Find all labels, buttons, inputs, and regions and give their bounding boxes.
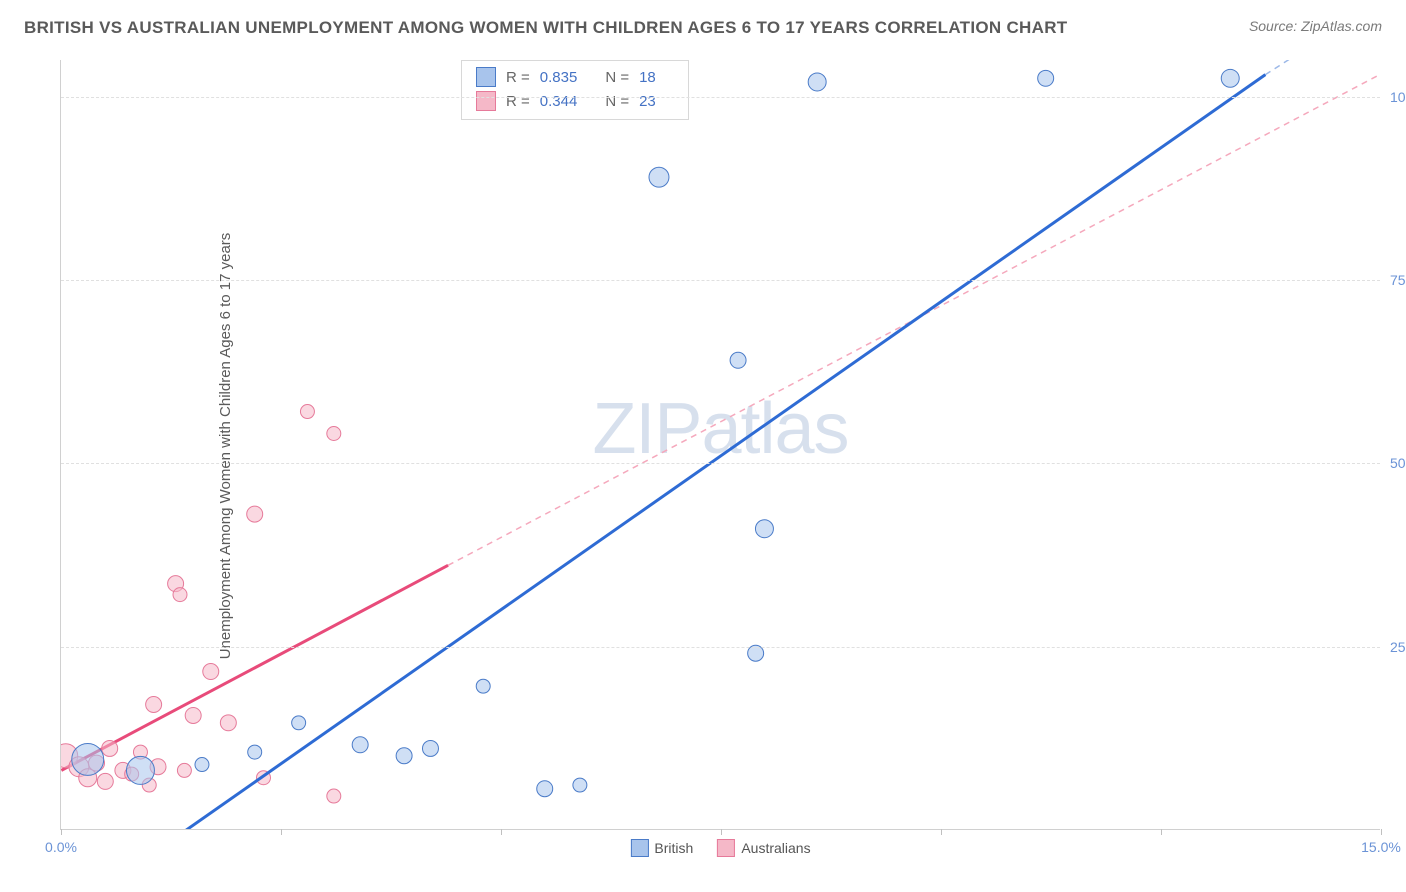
data-point: [69, 757, 89, 777]
data-point: [808, 73, 826, 91]
data-point: [185, 707, 201, 723]
data-point: [177, 763, 191, 777]
stat-legend: R = 0.835 N = 18 R = 0.344 N = 23: [461, 60, 689, 120]
stat-legend-row: R = 0.835 N = 18: [476, 65, 674, 89]
data-point: [300, 405, 314, 419]
data-point: [649, 167, 669, 187]
stat-n-value: 18: [639, 69, 656, 86]
chart-svg: [61, 60, 1380, 829]
legend-swatch: [476, 91, 496, 111]
x-tick: [61, 829, 62, 835]
data-point: [126, 756, 154, 784]
trend-line-dash: [448, 75, 1380, 566]
data-point: [61, 744, 78, 768]
data-point: [292, 716, 306, 730]
data-point: [327, 427, 341, 441]
stat-legend-row: R = 0.344 N = 23: [476, 89, 674, 113]
data-point: [142, 778, 156, 792]
legend-swatch: [717, 839, 735, 857]
plot-area: ZIPatlas R = 0.835 N = 18 R = 0.344 N = …: [60, 60, 1380, 830]
x-tick-label: 15.0%: [1361, 839, 1401, 855]
data-point: [72, 743, 104, 775]
data-point: [247, 506, 263, 522]
stat-r-value: 0.835: [540, 69, 578, 86]
stat-r-label: R =: [506, 69, 530, 86]
series-legend-label: Australians: [741, 840, 810, 856]
stat-r-value: 0.344: [540, 93, 578, 110]
gridline-h: [61, 647, 1380, 648]
y-tick-label: 25.0%: [1390, 639, 1406, 655]
data-point: [257, 771, 271, 785]
x-tick: [1381, 829, 1382, 835]
series-legend-item: British: [630, 839, 693, 857]
x-tick: [721, 829, 722, 835]
series-legend-label: British: [654, 840, 693, 856]
gridline-h: [61, 463, 1380, 464]
data-point: [730, 352, 746, 368]
data-point: [1038, 70, 1054, 86]
gridline-h: [61, 97, 1380, 98]
data-point: [396, 748, 412, 764]
data-point: [537, 781, 553, 797]
data-point: [146, 697, 162, 713]
x-tick: [281, 829, 282, 835]
data-point: [150, 759, 166, 775]
data-point: [352, 737, 368, 753]
stat-n-value: 23: [639, 93, 656, 110]
data-point: [755, 520, 773, 538]
x-tick-label: 0.0%: [45, 839, 77, 855]
data-point: [195, 758, 209, 772]
data-point: [573, 778, 587, 792]
data-point: [133, 745, 147, 759]
data-point: [173, 588, 187, 602]
data-point: [168, 576, 184, 592]
legend-swatch: [630, 839, 648, 857]
legend-swatch: [476, 67, 496, 87]
chart-title: BRITISH VS AUSTRALIAN UNEMPLOYMENT AMONG…: [24, 18, 1067, 38]
data-point: [125, 767, 139, 781]
stat-r-label: R =: [506, 93, 530, 110]
trend-line: [61, 565, 448, 770]
trend-line: [167, 75, 1266, 829]
x-tick: [1161, 829, 1162, 835]
series-legend-item: Australians: [717, 839, 810, 857]
trend-line-dash: [1265, 60, 1379, 75]
y-tick-label: 75.0%: [1390, 272, 1406, 288]
stat-n-label: N =: [605, 69, 629, 86]
data-point: [79, 769, 97, 787]
data-point: [97, 773, 113, 789]
data-point: [476, 679, 490, 693]
stat-n-label: N =: [605, 93, 629, 110]
y-tick-label: 100.0%: [1390, 89, 1406, 105]
data-point: [102, 740, 118, 756]
data-point: [248, 745, 262, 759]
source-label: Source: ZipAtlas.com: [1249, 18, 1382, 34]
data-point: [203, 664, 219, 680]
data-point: [115, 762, 131, 778]
x-tick: [941, 829, 942, 835]
watermark: ZIPatlas: [592, 388, 848, 470]
gridline-h: [61, 280, 1380, 281]
x-tick: [501, 829, 502, 835]
data-point: [89, 755, 105, 771]
y-tick-label: 50.0%: [1390, 455, 1406, 471]
data-point: [1221, 69, 1239, 87]
series-legend: British Australians: [630, 839, 810, 857]
data-point: [220, 715, 236, 731]
data-point: [327, 789, 341, 803]
data-point: [422, 740, 438, 756]
